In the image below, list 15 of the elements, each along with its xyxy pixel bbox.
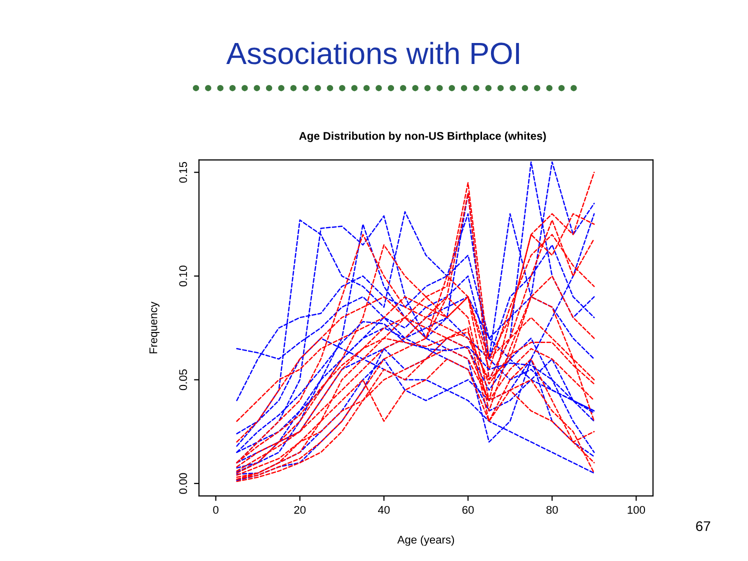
x-axis-title: Age (years) [397,535,454,546]
x-tick-label: 40 [378,506,390,514]
x-tick-label: 0 [213,506,218,514]
chart-title: Associations with POI [226,42,519,64]
text: 67 [696,521,710,532]
x-tick-label: 60 [462,506,474,514]
y-tick-label: 0.10 [179,266,188,286]
y-axis-title: Frequency [149,302,160,354]
x-tick-label: 100 [628,506,646,514]
x-tick-label: 20 [294,506,306,514]
chart-subtitle: Age Distribution by non-US Birthplace (whites) [299,132,546,142]
y-tick-label: 0.05 [179,369,188,390]
y-tick-label: 0.00 [179,473,188,494]
y-tick-label: 0.15 [179,162,188,183]
x-tick-label: 80 [546,506,558,514]
